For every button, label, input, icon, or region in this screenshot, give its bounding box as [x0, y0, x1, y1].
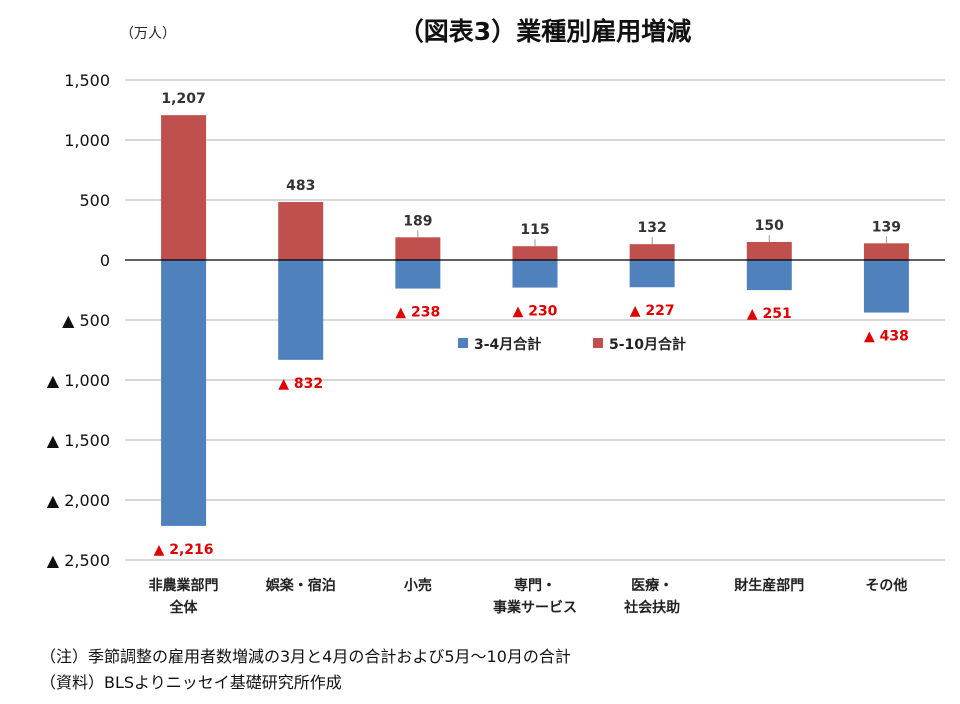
chart-title: （図表3）業種別雇用増減 — [399, 17, 691, 46]
y-tick-label: ▲ 2,500 — [47, 551, 110, 570]
bar-3-4 — [161, 260, 207, 526]
data-label-3-4: ▲ 2,216 — [154, 542, 214, 558]
bar-3-4 — [863, 260, 909, 313]
chart: （図表3）業種別雇用増減 （万人） 1,500 1,000 500 0 ▲ 500 ▲ 1… — [47, 17, 945, 616]
bar-5-10 — [629, 244, 675, 260]
x-tick-label: 事業サービス — [493, 599, 577, 616]
data-label-3-4: ▲ 438 — [864, 329, 909, 345]
bar-5-10 — [746, 242, 792, 260]
x-tick-label: 全体 — [169, 599, 199, 616]
legend: 3-4月合計 5-10月合計 — [458, 336, 686, 353]
y-tick-label: ▲ 2,000 — [47, 491, 110, 510]
legend-swatch-3-4 — [458, 338, 468, 348]
bar-3-4 — [746, 260, 792, 291]
data-label-3-4: ▲ 251 — [747, 306, 792, 322]
y-tick-label: 1,000 — [64, 131, 110, 150]
bar-3-4 — [629, 260, 675, 288]
bar-3-4 — [395, 260, 441, 289]
unit-label: （万人） — [120, 26, 176, 42]
y-tick-label: 1,500 — [64, 71, 110, 90]
data-label-3-4: ▲ 227 — [630, 303, 675, 319]
data-label-3-4: ▲ 238 — [395, 305, 440, 321]
x-tick-label: 社会扶助 — [623, 599, 680, 616]
y-tick-label: 500 — [79, 191, 110, 210]
y-tick-label: ▲ 500 — [62, 311, 110, 330]
legend-label-5-10: 5-10月合計 — [609, 336, 686, 353]
bars — [161, 115, 909, 526]
bar-3-4 — [278, 260, 324, 360]
data-label-5-10: 1,207 — [161, 91, 205, 107]
bar-5-10 — [278, 202, 324, 260]
x-tick-label: 小売 — [404, 577, 432, 594]
x-tick-label: 非農業部門 — [149, 577, 219, 594]
footnote: （注）季節調整の雇用者数増減の3月と4月の合計および5月～10月の合計 — [40, 647, 571, 666]
legend-label-3-4: 3-4月合計 — [474, 336, 541, 353]
y-tick-label: 0 — [100, 251, 110, 270]
y-tick-label: ▲ 1,000 — [47, 371, 110, 390]
data-label-5-10: 115 — [520, 222, 549, 238]
data-label-5-10: 150 — [755, 218, 784, 234]
bar-5-10 — [863, 243, 909, 260]
legend-swatch-5-10 — [593, 338, 603, 348]
x-tick-label: 娯楽・宿泊 — [266, 577, 336, 594]
data-label-5-10: 483 — [286, 178, 315, 194]
bar-5-10 — [395, 237, 441, 260]
gridlines — [125, 79, 945, 561]
bar-3-4 — [512, 260, 558, 288]
x-tick-label: 専門・ — [514, 577, 556, 594]
x-tick-label: 医療・ — [631, 577, 673, 594]
bar-5-10 — [512, 246, 558, 260]
x-tick-label: 財生産部門 — [733, 577, 804, 594]
bar-5-10 — [161, 115, 207, 260]
data-label-3-4: ▲ 230 — [513, 304, 558, 320]
y-axis: 1,500 1,000 500 0 ▲ 500 ▲ 1,000 ▲ 1,500 ▲ 2,000… — [47, 71, 110, 570]
x-tick-label: その他 — [865, 577, 907, 594]
data-label-3-4: ▲ 832 — [278, 376, 323, 392]
data-labels: 1,207 ▲ 2,216 483 ▲ 832 189 ▲ 238 115 ▲ 230 132 ▲… — [154, 91, 909, 558]
y-tick-label: ▲ 1,500 — [47, 431, 110, 450]
source-note: （資料）BLSよりニッセイ基礎研究所作成 — [40, 673, 342, 692]
data-label-5-10: 139 — [872, 219, 901, 235]
data-label-5-10: 132 — [638, 220, 667, 236]
data-label-5-10: 189 — [403, 213, 432, 229]
